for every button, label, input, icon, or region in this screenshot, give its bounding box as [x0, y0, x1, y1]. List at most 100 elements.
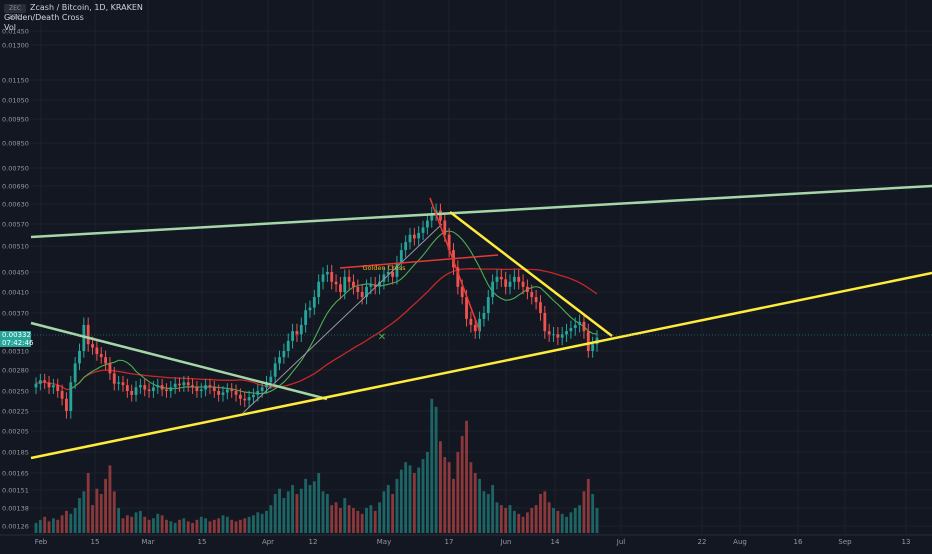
candle-body [586, 331, 590, 351]
x-tick-label: Sep [838, 538, 852, 546]
x-tick-label: 12 [309, 538, 318, 546]
red-drop-line [429, 197, 481, 333]
volume-bar [365, 508, 368, 533]
y-tick-label: 0.00126 [2, 523, 29, 531]
volume-bar [225, 516, 229, 533]
candle-body [69, 382, 73, 411]
volume-bar [312, 481, 316, 533]
volume-bar [51, 518, 55, 533]
candle-body [191, 385, 194, 388]
indicator-golden-death-cross[interactable]: Golden/Death Cross [4, 13, 84, 22]
volume-bar [299, 488, 303, 533]
volume-bar [447, 462, 451, 533]
candle-body [204, 385, 208, 390]
volume-bar [34, 522, 38, 533]
volume-bar [404, 462, 408, 533]
chart-title[interactable]: Zcash / Bitcoin, 1D, KRAKEN [30, 3, 143, 12]
volume-bar [252, 515, 255, 533]
candle-body [417, 232, 421, 239]
candle-body [521, 281, 525, 287]
volume-bar [582, 491, 586, 533]
candle-body [378, 281, 381, 287]
candle-body [556, 334, 560, 338]
volume-bar [552, 508, 555, 533]
volume-bar [260, 513, 264, 533]
volume-bar [491, 484, 495, 533]
candle-body [34, 383, 38, 388]
y-tick-label: 0.00185 [2, 449, 29, 457]
volume-bar [343, 498, 347, 533]
candle-body [304, 310, 308, 325]
volume-bar [69, 513, 73, 533]
thin-trendline [242, 223, 443, 414]
candle-body [295, 331, 299, 335]
y-tick-label: 0.00138 [2, 505, 29, 513]
y-tick-label: 0.00225 [2, 408, 29, 416]
x-tick-label: 17 [445, 538, 454, 546]
candle-body [517, 276, 521, 282]
y-tick-label: 0.00850 [2, 140, 29, 148]
slow-moving-average-line [35, 268, 598, 391]
candle-body [260, 387, 264, 391]
candle-body [130, 391, 134, 395]
candle-body [478, 318, 481, 332]
candle-body [286, 340, 290, 351]
volume-bar [282, 498, 286, 533]
candle-body [499, 276, 503, 280]
candle-body [269, 376, 273, 383]
candle-body [86, 324, 90, 345]
x-tick-label: Jul [616, 538, 626, 546]
candle-body [143, 385, 147, 390]
volume-bar [147, 519, 151, 533]
volume-bar [591, 494, 595, 533]
candle-body [421, 227, 425, 233]
volume-bar [469, 462, 473, 533]
volume-bar [143, 516, 147, 533]
volume-bar [482, 491, 486, 533]
volume-bar [208, 521, 212, 533]
volume-bar [539, 494, 542, 533]
volume-bar [178, 519, 181, 533]
candle-body [486, 297, 490, 313]
candle-body [425, 220, 429, 228]
candle-body [247, 397, 251, 401]
candle-body [165, 389, 168, 391]
y-tick-label: 0.00310 [2, 348, 29, 356]
candle-body [578, 321, 582, 325]
candle-body [169, 387, 173, 391]
volume-bar [121, 518, 125, 533]
volume-bar [395, 478, 399, 533]
volume-bar [382, 491, 386, 533]
candle-body [460, 286, 464, 298]
volume-bar [65, 510, 68, 533]
candle-body [573, 324, 577, 329]
candle-body [273, 363, 277, 377]
y-tick-label: 0.00510 [2, 243, 29, 251]
x-tick-label: Mar [141, 538, 154, 546]
y-tick-label: 0.01150 [2, 77, 29, 85]
candle-body [217, 391, 221, 395]
volume-bar [165, 519, 168, 533]
volume-bar [304, 478, 308, 533]
volume-bar [278, 488, 281, 533]
candle-body [173, 383, 177, 388]
x-tick-label: 15 [91, 538, 100, 546]
candle-body [282, 351, 286, 358]
candle-body [230, 389, 234, 391]
descending-trendline-green [30, 321, 328, 401]
y-tick-label: 0.00250 [2, 388, 29, 396]
volume-bar [108, 465, 112, 533]
volume-bar [95, 488, 99, 533]
volume-bar [378, 502, 381, 533]
volume-bar [399, 469, 403, 533]
y-tick-label: 0.00151 [2, 487, 29, 495]
volume-bar [369, 505, 373, 533]
volume-bar [425, 452, 429, 533]
candle-body [395, 262, 399, 277]
volume-bar [486, 494, 490, 533]
volume-bar [569, 512, 573, 533]
volume-bar [91, 505, 94, 533]
indicator-volume[interactable]: Vol [4, 23, 16, 32]
